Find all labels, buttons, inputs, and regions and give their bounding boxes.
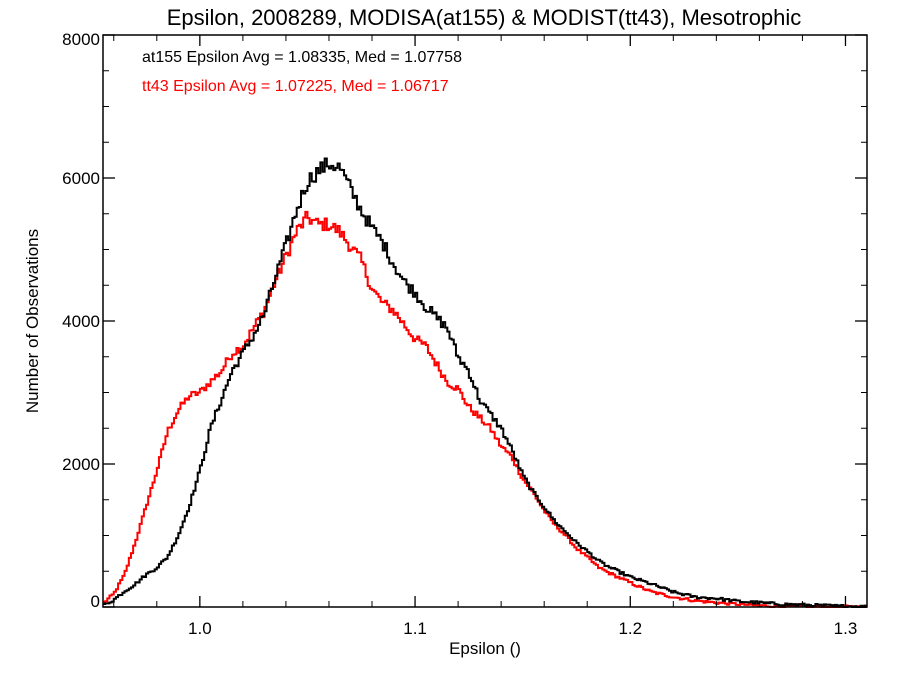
x-axis-label: Epsilon ()	[449, 639, 521, 658]
x-tick-label: 1.0	[188, 619, 212, 638]
chart-title: Epsilon, 2008289, MODISA(at155) & MODIST…	[167, 5, 802, 30]
y-axis-label: Number of Observations	[23, 229, 42, 413]
y-tick-label: 8000	[62, 30, 100, 49]
x-tick-label: 1.2	[618, 619, 642, 638]
y-tick-label: 6000	[62, 169, 100, 188]
series-layer	[103, 157, 867, 608]
x-tick-label: 1.3	[834, 619, 858, 638]
annotation-tt43-stats: tt43 Epsilon Avg = 1.07225, Med = 1.0671…	[142, 78, 449, 95]
series-at155-line	[103, 157, 867, 608]
axis-layer: 1.0 1.1 1.2 1.3 0 2000 4000 6000 8000	[62, 30, 867, 638]
x-tick-label: 1.1	[403, 619, 427, 638]
y-tick-label: 4000	[62, 312, 100, 331]
y-tick-label: 0	[91, 592, 100, 611]
series-tt43-line	[103, 210, 867, 608]
y-tick-label: 2000	[62, 455, 100, 474]
annotation-at155-stats: at155 Epsilon Avg = 1.08335, Med = 1.077…	[142, 49, 462, 66]
